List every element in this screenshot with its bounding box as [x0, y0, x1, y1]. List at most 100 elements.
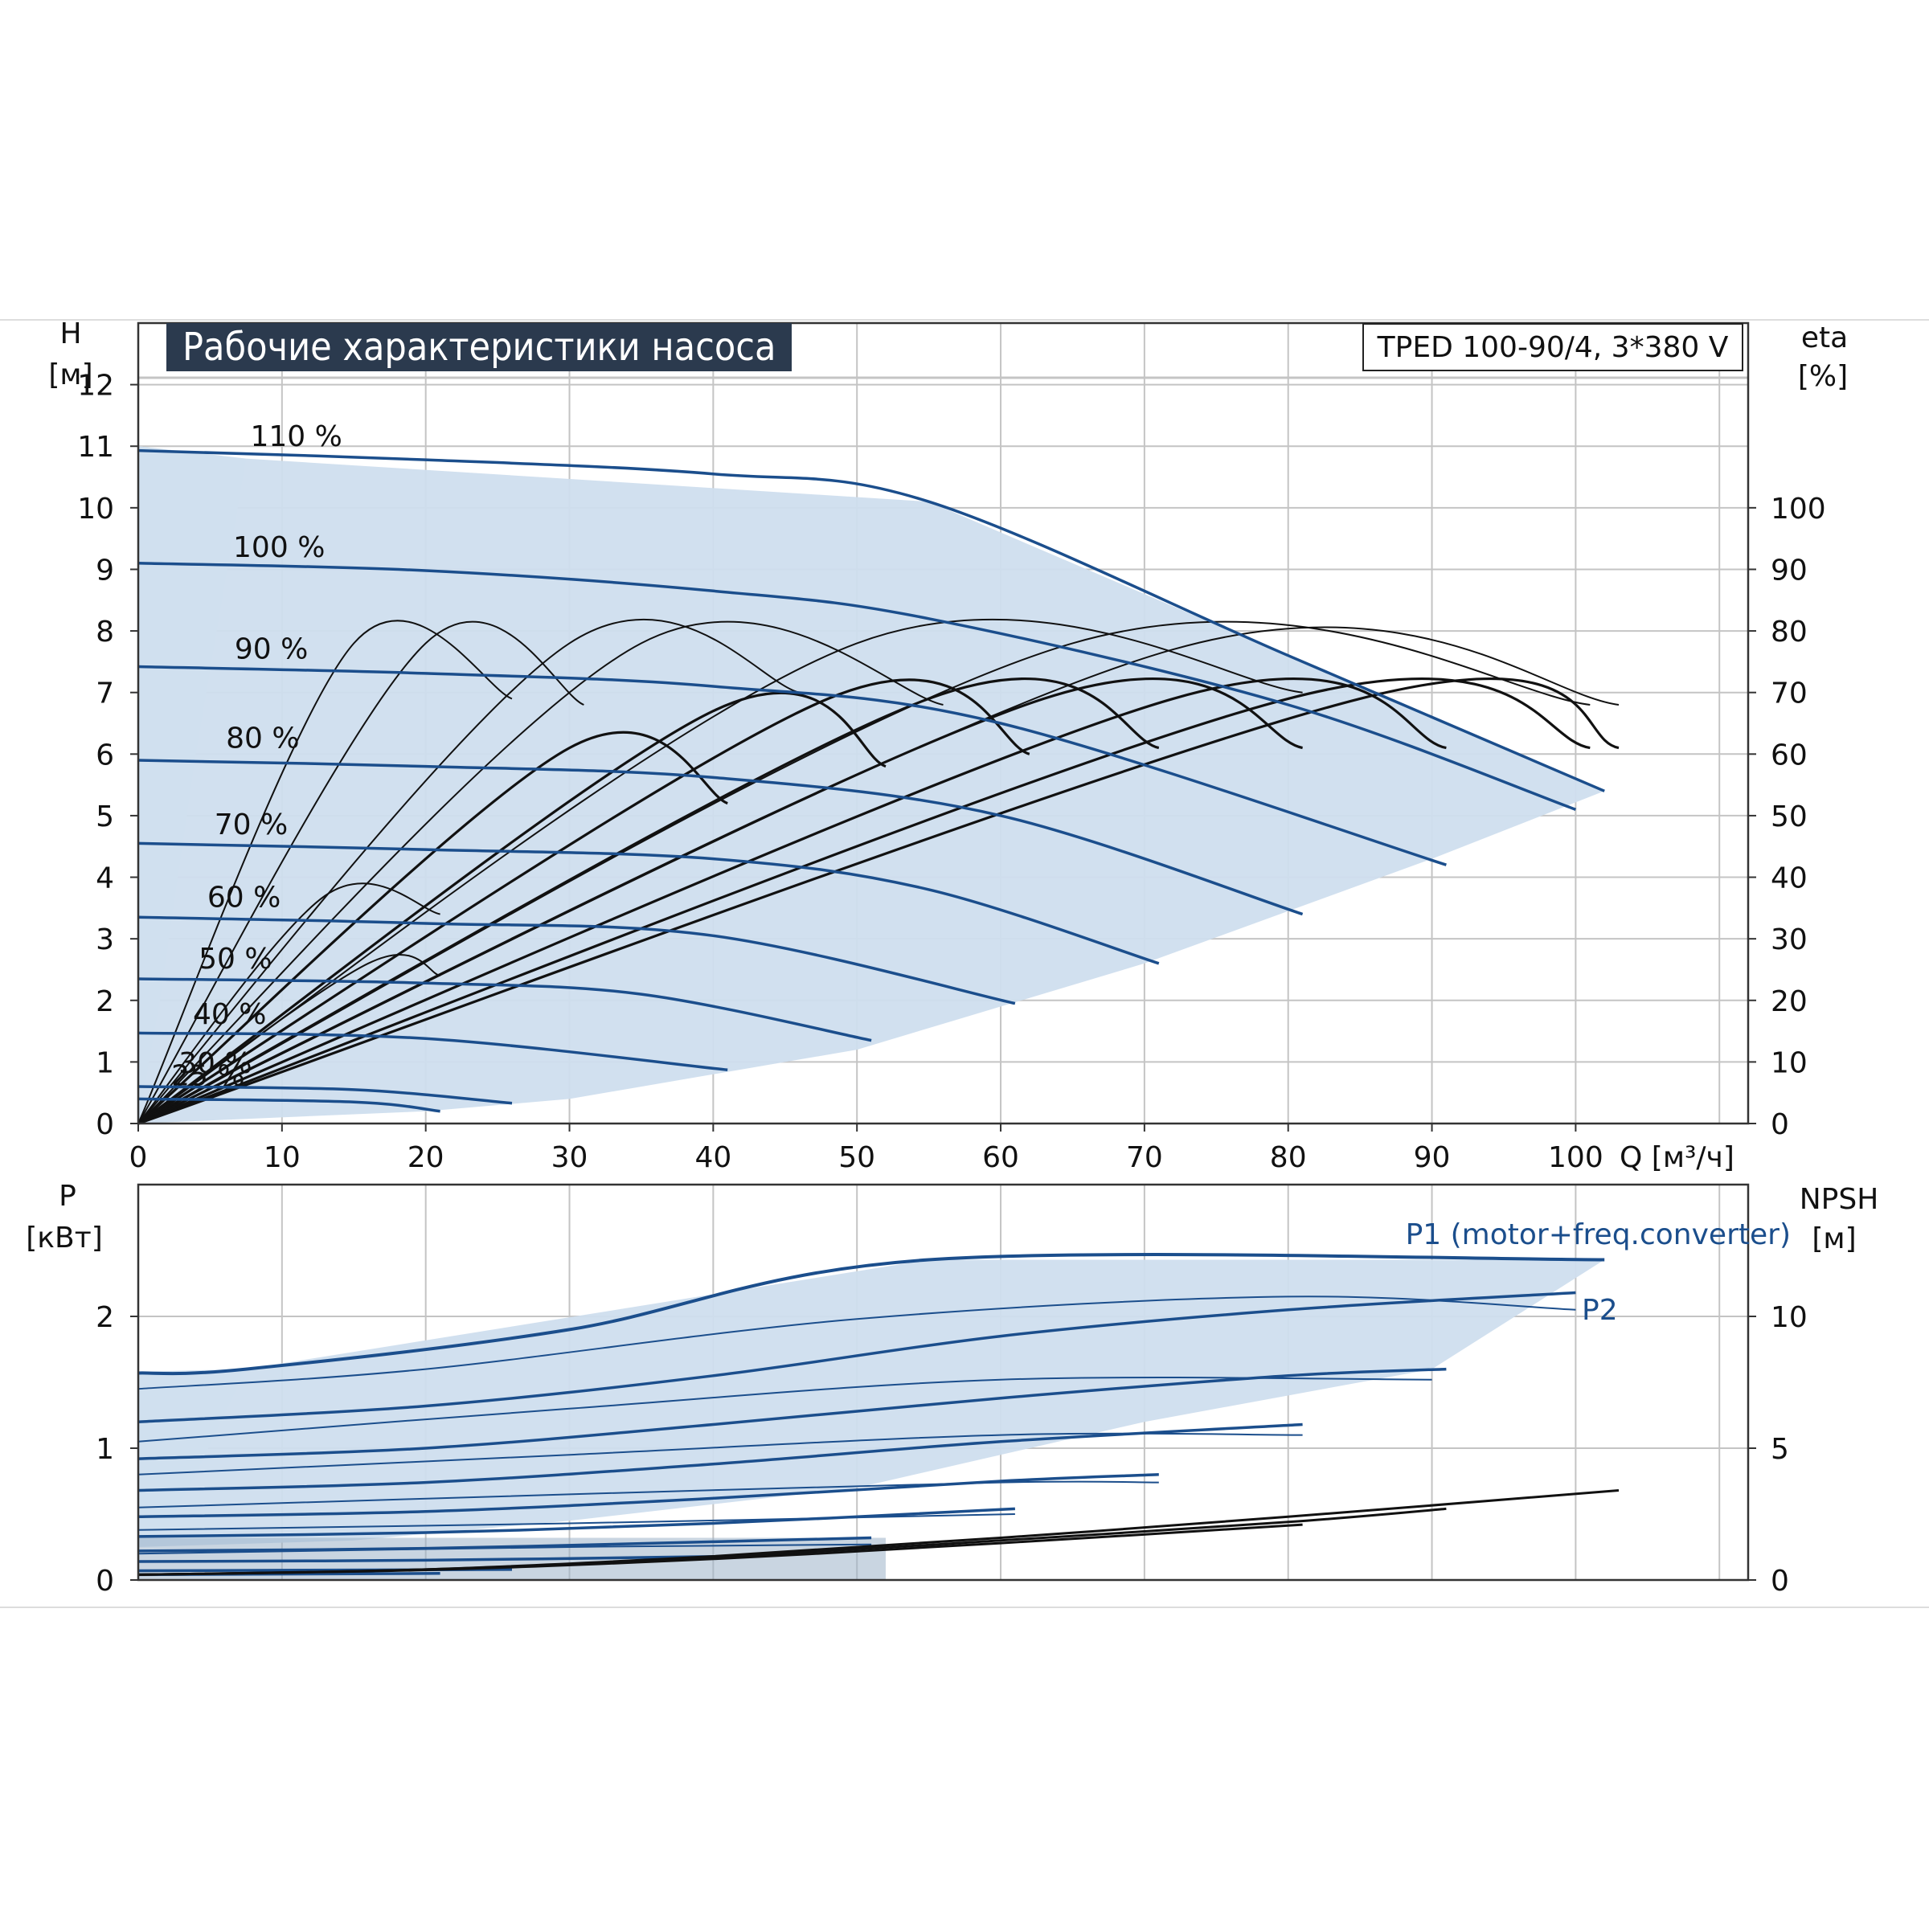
- q-x-tick-label: 20: [408, 1141, 444, 1174]
- q-x-tick-label: 100: [1548, 1141, 1603, 1174]
- power-axis-unit: [кВт]: [26, 1222, 103, 1255]
- head-curve-7: [137, 977, 872, 1042]
- head-y-tick-label: 1: [96, 1046, 114, 1079]
- npsh-y-tick-label: 0: [1771, 1565, 1789, 1598]
- head-curve-8: [137, 1031, 728, 1072]
- p2-series-label: P2: [1582, 1294, 1618, 1327]
- head-y-tick-label: 0: [96, 1108, 114, 1141]
- p1-curve-1: [137, 1253, 1605, 1376]
- head-curve-5: [137, 841, 1160, 965]
- eta-y-tick-label: 70: [1771, 677, 1808, 710]
- head-axis-name: H: [59, 317, 81, 350]
- eta-y-tick-label: 90: [1771, 554, 1808, 587]
- head-y-tick-label: 8: [96, 616, 114, 649]
- power-y-tick-label: 1: [96, 1433, 114, 1466]
- head-operating-area: [138, 446, 1605, 1124]
- npsh-axis-name: NPSH: [1800, 1183, 1879, 1216]
- p2-curve-3: [137, 1432, 1303, 1476]
- chart-title: Рабочие характеристики насоса: [166, 323, 792, 371]
- speed-label-8: 40 %: [193, 998, 266, 1031]
- head-curve-2: [137, 562, 1576, 811]
- eta-y-tick-label: 50: [1771, 800, 1808, 833]
- p2-curve-6: [137, 1543, 872, 1555]
- q-x-tick-label: 40: [694, 1141, 731, 1174]
- speed-label-1: 110 %: [250, 420, 342, 453]
- p2-curve-2: [137, 1377, 1432, 1443]
- eta-axis-unit: [%]: [1798, 360, 1848, 393]
- npsh-y-tick-label: 5: [1771, 1433, 1789, 1466]
- speed-label-9: 30 %: [178, 1047, 252, 1080]
- q-axis-label: Q [м³/ч]: [1620, 1141, 1734, 1174]
- speed-label-5: 70 %: [215, 808, 288, 841]
- efficiency-curve-1: [137, 620, 513, 1124]
- efficiency-curve-2: [137, 620, 584, 1124]
- q-x-tick-label: 50: [838, 1141, 875, 1174]
- head-y-tick-label: 5: [96, 800, 114, 833]
- p1-curve-8: [137, 1554, 728, 1563]
- p1-series-label: P1 (motor+freq.converter): [1406, 1218, 1791, 1251]
- eta-y-tick-label: 0: [1771, 1108, 1789, 1141]
- efficiency-curve-3: [137, 618, 800, 1124]
- pump-model-label: TPED 100-90/4, 3*380 V: [1362, 323, 1743, 371]
- head-curve-10: [137, 1097, 440, 1113]
- p2-curve-5: [137, 1513, 1015, 1531]
- head-y-tick-label: 2: [96, 985, 114, 1018]
- head-axis-unit: [м]: [48, 358, 92, 391]
- head-plot-frame: [137, 321, 1750, 1125]
- p1-curve-3: [137, 1367, 1447, 1460]
- head-curve-4: [137, 759, 1304, 916]
- speed-label-10: 25 %: [171, 1059, 244, 1092]
- power-y-tick-label: 2: [96, 1301, 114, 1334]
- eta-y-tick-label: 80: [1771, 616, 1808, 649]
- efficiency-curve-17: [137, 677, 1620, 1125]
- eta-y-tick-label: 10: [1771, 1046, 1808, 1079]
- p1-curve-2: [137, 1291, 1576, 1423]
- q-x-tick-label: 70: [1126, 1141, 1163, 1174]
- p2-curve-4: [137, 1480, 1159, 1508]
- power-axis-name: P: [59, 1180, 76, 1213]
- npsh-curve-3: [137, 1523, 1303, 1576]
- power-y-tick-label: 0: [96, 1565, 114, 1598]
- p1-curve-7: [137, 1536, 872, 1553]
- head-y-tick-label: 10: [77, 493, 114, 526]
- npsh-axis-unit: [м]: [1812, 1222, 1856, 1255]
- head-y-tick-label: 6: [96, 739, 114, 772]
- head-y-tick-label: 3: [96, 923, 114, 956]
- speed-label-6: 60 %: [207, 881, 281, 914]
- head-y-tick-label: 12: [77, 370, 114, 403]
- speed-label-7: 50 %: [199, 943, 272, 976]
- power-operating-area: [138, 1259, 1605, 1547]
- q-x-tick-label: 0: [129, 1141, 148, 1174]
- speed-label-2: 100 %: [233, 531, 325, 564]
- head-y-tick-label: 9: [96, 554, 114, 587]
- speed-label-4: 80 %: [226, 722, 299, 755]
- head-curve-6: [137, 915, 1016, 1005]
- q-x-tick-label: 30: [551, 1141, 588, 1174]
- eta-axis-name: eta: [1801, 321, 1848, 354]
- head-curve-3: [137, 665, 1447, 866]
- eta-y-tick-label: 20: [1771, 985, 1808, 1018]
- efficiency-curve-13: [137, 677, 1160, 1125]
- eta-y-tick-label: 60: [1771, 739, 1808, 772]
- q-x-tick-label: 90: [1414, 1141, 1451, 1174]
- npsh-y-tick-label: 10: [1771, 1301, 1808, 1334]
- p1-curve-4: [137, 1422, 1303, 1492]
- p1-curve-5: [137, 1473, 1159, 1519]
- head-y-tick-label: 4: [96, 862, 114, 895]
- efficiency-curve-12: [137, 678, 1030, 1125]
- head-y-tick-label: 11: [77, 431, 114, 464]
- q-x-tick-label: 60: [982, 1141, 1019, 1174]
- head-curve-1: [137, 448, 1605, 792]
- power-plot-frame: [137, 1183, 1750, 1582]
- eta-y-tick-label: 100: [1771, 493, 1826, 526]
- efficiency-curve-8: [137, 882, 440, 1124]
- head-curve-9: [137, 1085, 513, 1105]
- speed-label-3: 90 %: [235, 633, 308, 666]
- efficiency-curve-4: [137, 620, 944, 1124]
- eta-y-tick-label: 30: [1771, 923, 1808, 956]
- eta-y-tick-label: 40: [1771, 862, 1808, 895]
- head-y-tick-label: 7: [96, 677, 114, 710]
- p1-curve-6: [137, 1507, 1015, 1538]
- q-x-tick-label: 80: [1270, 1141, 1307, 1174]
